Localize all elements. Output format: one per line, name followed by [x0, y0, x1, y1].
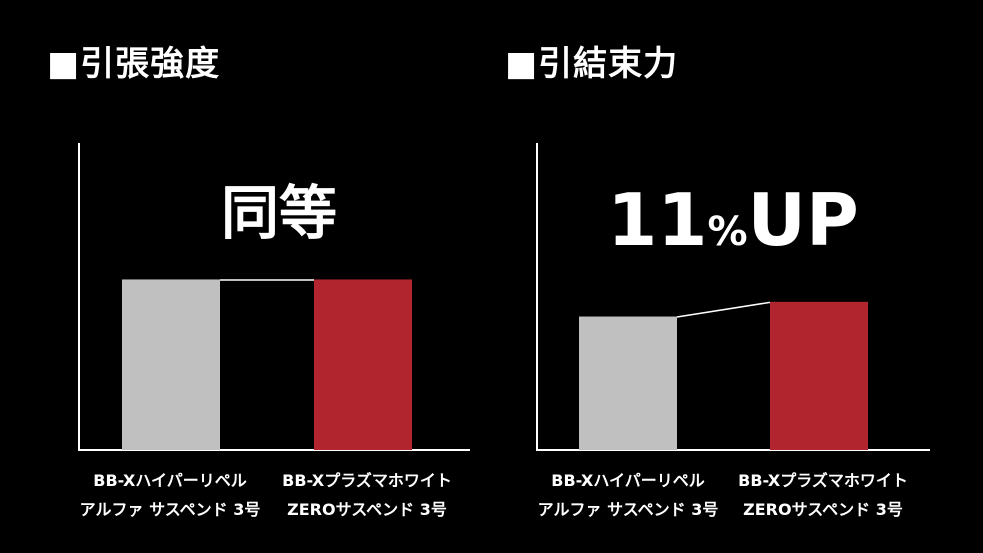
tensile-category-label-1-line2: アルファ サスペンド 3号	[80, 500, 261, 519]
knot-annotation: 11%UP	[607, 178, 859, 262]
knot-connector-line	[676, 301, 771, 318]
tensile-category-label-1-line1: BB-Xハイパーリペル	[93, 471, 246, 490]
knot-category-label-1-line2: アルファ サスペンド 3号	[538, 500, 719, 519]
knot-category-label-2-line2: ZEROサスペンド 3号	[743, 500, 903, 519]
tensile-category-label-2-line2: ZEROサスペンド 3号	[287, 500, 447, 519]
tensile-strength-title: ■引張強度	[47, 44, 221, 84]
knot-bar-2	[770, 301, 868, 450]
tensile-bar-2	[314, 279, 412, 450]
knot-category-label-1-line1: BB-Xハイパーリペル	[551, 471, 704, 490]
tensile-annotation: 同等	[221, 179, 337, 247]
tensile-category-label-2-line1: BB-Xプラズマホワイト	[282, 471, 452, 490]
knot-bar-1	[579, 316, 677, 450]
knot-strength-title: ■引結束力	[505, 44, 679, 84]
tensile-bar-1	[122, 279, 220, 450]
knot-category-label-2-line1: BB-Xプラズマホワイト	[738, 471, 908, 490]
